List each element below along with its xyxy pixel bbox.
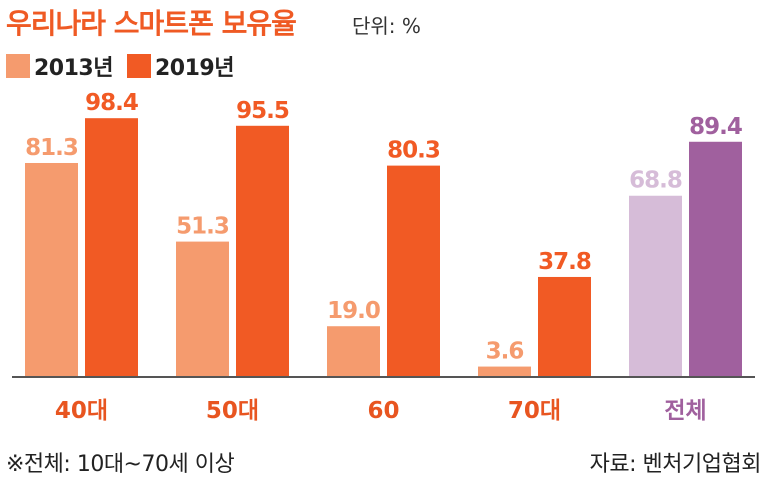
category-label-1: 50대 — [206, 398, 259, 424]
footnote: ※전체: 10대~70세 이상 — [6, 452, 235, 477]
legend-item-2019: 2019년 — [126, 50, 234, 82]
legend-label-2013: 2013년 — [34, 56, 113, 81]
category-label-2: 60 — [367, 398, 399, 424]
value-label-2019-2: 80.3 — [387, 138, 440, 164]
source-label: 자료: 벤처기업협회 — [589, 452, 762, 477]
value-label-2013-2: 19.0 — [327, 298, 380, 324]
category-label-0: 40대 — [55, 398, 108, 424]
legend-swatch-2019 — [126, 54, 151, 78]
bar-2013-0 — [25, 162, 78, 376]
value-label-2019-3: 37.8 — [538, 249, 591, 275]
bar-2019-2 — [387, 165, 440, 376]
bar-2013-1 — [176, 241, 229, 376]
category-label-4: 전체 — [664, 398, 706, 424]
value-label-2019-0: 98.4 — [85, 90, 138, 116]
value-label-2013-3: 3.6 — [486, 339, 524, 365]
bar-2019-1 — [236, 125, 289, 376]
legend-swatch-2013 — [6, 54, 30, 78]
bar-2013-4 — [629, 195, 682, 376]
value-label-2013-4: 68.8 — [629, 168, 682, 194]
bar-2013-2 — [327, 326, 380, 376]
chart-title: 우리나라 스마트폰 보유율 — [6, 7, 297, 40]
bar-2013-3 — [478, 366, 531, 376]
legend: 2013년 2019년 — [6, 50, 248, 82]
legend-label-2019: 2019년 — [154, 56, 234, 81]
legend-item-2013: 2013년 — [6, 50, 113, 82]
value-label-2013-1: 51.3 — [176, 214, 229, 240]
category-label-3: 70대 — [508, 398, 561, 424]
bar-2019-4 — [689, 141, 742, 376]
value-label-2019-1: 95.5 — [236, 98, 289, 124]
bar-2019-3 — [538, 276, 591, 376]
unit-label: 단위: % — [352, 14, 421, 38]
value-label-2013-0: 81.3 — [25, 135, 78, 161]
value-label-2019-4: 89.4 — [689, 114, 742, 140]
bar-2019-0 — [85, 118, 138, 376]
